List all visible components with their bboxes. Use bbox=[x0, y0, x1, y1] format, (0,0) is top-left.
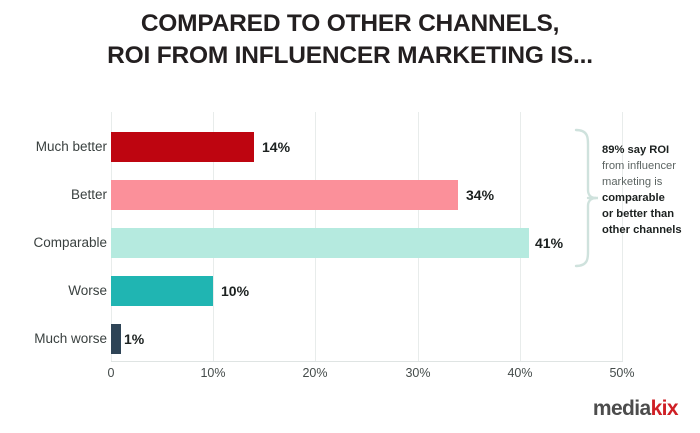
logo-text-kix: kix bbox=[650, 397, 679, 420]
xtick-label-40: 40% bbox=[507, 366, 533, 380]
category-label-worse: Worse bbox=[68, 283, 107, 298]
table-row: Much worse 1% bbox=[0, 323, 700, 355]
bar-worse bbox=[111, 276, 213, 306]
title-line-1: COMPARED TO OTHER CHANNELS, bbox=[140, 10, 560, 37]
logo-text-media: media bbox=[592, 397, 651, 420]
xtick-label-20: 20% bbox=[302, 366, 328, 380]
bar-value-worse: 10% bbox=[221, 283, 250, 299]
callout-line-2: from influencer bbox=[602, 159, 676, 172]
category-label-much-better: Much better bbox=[35, 139, 107, 154]
xtick-label-10: 10% bbox=[200, 366, 226, 380]
xtick-label-30: 30% bbox=[405, 366, 431, 380]
bar-much-better bbox=[111, 132, 254, 162]
callout-line-1: 89% say ROI bbox=[602, 143, 698, 159]
table-row: Much better 14% bbox=[0, 131, 700, 163]
callout-bold-4: other channels bbox=[602, 223, 682, 236]
page-title: COMPARED TO OTHER CHANNELS, ROI FROM INF… bbox=[0, 8, 700, 73]
gridline-50 bbox=[622, 112, 623, 362]
x-axis-line bbox=[111, 361, 623, 362]
callout-annotation: 89% say ROI from influencer marketing is… bbox=[602, 143, 698, 238]
title-line-2: ROI FROM INFLUENCER MARKETING IS... bbox=[107, 42, 593, 70]
mediakix-logo: mediakix bbox=[592, 397, 679, 421]
callout-bold-1: 89% say ROI bbox=[602, 144, 670, 156]
bar-value-comparable: 41% bbox=[535, 235, 564, 251]
category-label-better: Better bbox=[70, 187, 107, 202]
callout-bold-2: comparable bbox=[602, 191, 665, 204]
bar-value-better: 34% bbox=[466, 187, 495, 203]
callout-bold-3: or better than bbox=[602, 207, 675, 220]
callout-line-5: or better than bbox=[602, 207, 698, 223]
category-label-much-worse: Much worse bbox=[34, 331, 107, 346]
table-row: Worse 10% bbox=[0, 275, 700, 307]
callout-bracket-icon bbox=[574, 128, 598, 268]
callout-line-3: marketing is bbox=[602, 175, 663, 188]
bar-better bbox=[111, 180, 458, 210]
xtick-label-50: 50% bbox=[609, 366, 635, 380]
bar-much-worse bbox=[111, 324, 121, 354]
callout-line-4: comparable bbox=[602, 191, 698, 207]
xtick-label-0: 0 bbox=[107, 366, 115, 380]
category-label-comparable: Comparable bbox=[33, 235, 107, 250]
table-row: Comparable 41% bbox=[0, 227, 700, 259]
callout-line-6: other channels bbox=[602, 223, 698, 239]
bar-comparable bbox=[111, 228, 529, 258]
table-row: Better 34% bbox=[0, 179, 700, 211]
bar-value-much-worse: 1% bbox=[124, 331, 145, 347]
bar-value-much-better: 14% bbox=[262, 139, 291, 155]
